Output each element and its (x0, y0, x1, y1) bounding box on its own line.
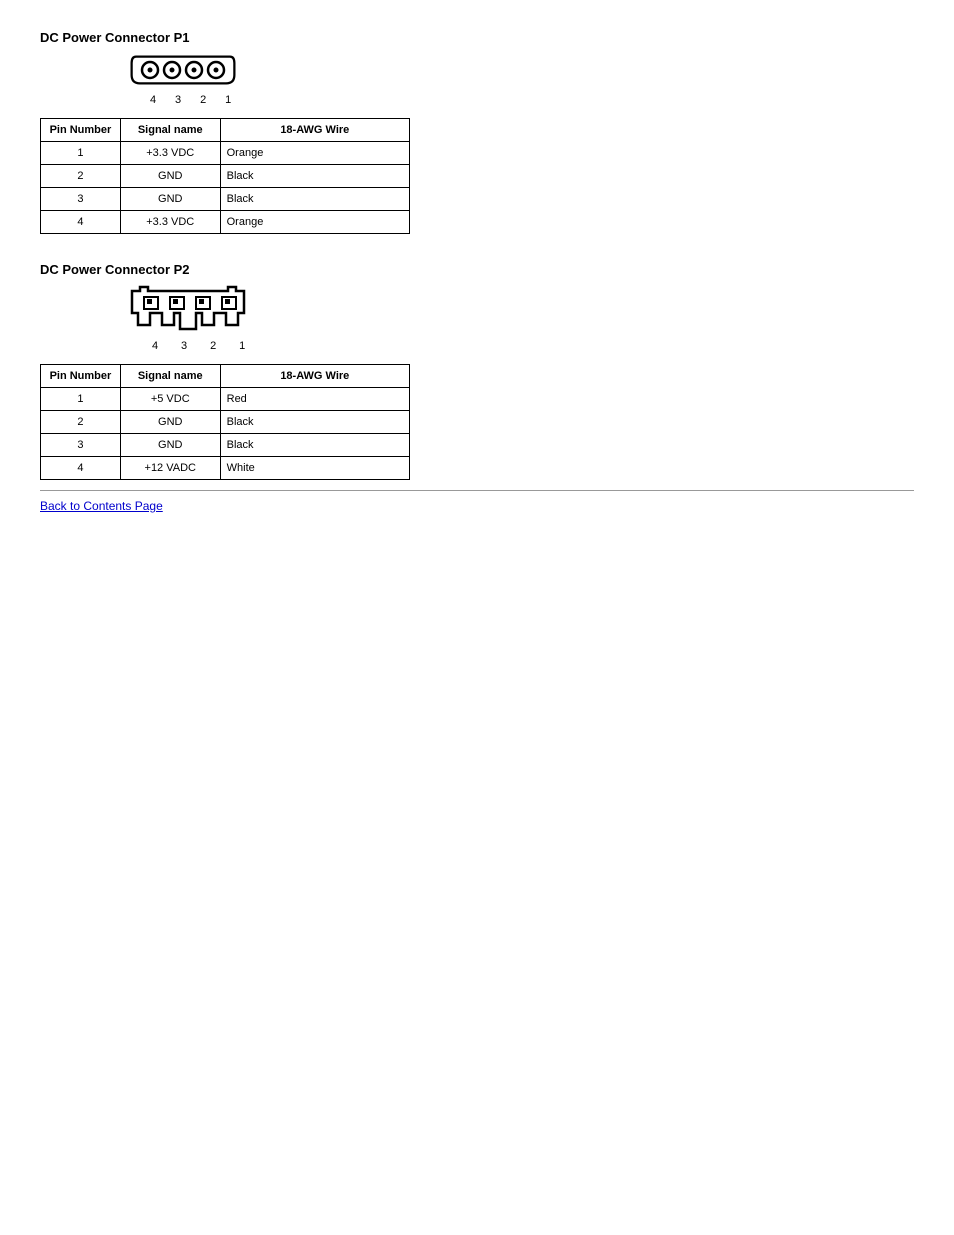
section-p1: DC Power Connector P1 4 3 2 1 (40, 30, 914, 234)
table-row: 1 +5 VDC Red (41, 388, 410, 411)
table-row: 4 +12 VADC White (41, 457, 410, 480)
p1-table: Pin Number Signal name 18-AWG Wire 1 +3.… (40, 118, 410, 234)
section-p2: DC Power Connector P2 4 3 2 1 (40, 262, 914, 480)
col-header-pin: Pin Number (41, 365, 121, 388)
table-row: 2 GND Black (41, 411, 410, 434)
table-row: 3 GND Black (41, 434, 410, 457)
col-header-signal: Signal name (120, 119, 220, 142)
table-row: 1 +3.3 VDC Orange (41, 142, 410, 165)
p2-diagram: 4 3 2 1 (130, 285, 914, 352)
table-header-row: Pin Number Signal name 18-AWG Wire (41, 119, 410, 142)
col-header-signal: Signal name (120, 365, 220, 388)
table-row: 3 GND Black (41, 188, 410, 211)
p1-pin-labels: 4 3 2 1 (142, 94, 914, 106)
table-row: 4 +3.3 VDC Orange (41, 211, 410, 234)
table-header-row: Pin Number Signal name 18-AWG Wire (41, 365, 410, 388)
p1-diagram: 4 3 2 1 (130, 53, 914, 106)
p2-title: DC Power Connector P2 (40, 262, 914, 277)
col-header-wire: 18-AWG Wire (220, 365, 409, 388)
p1-title: DC Power Connector P1 (40, 30, 914, 45)
col-header-wire: 18-AWG Wire (220, 119, 409, 142)
divider (40, 490, 914, 491)
p1-connector-svg (130, 53, 240, 87)
back-to-contents-link[interactable]: Back to Contents Page (40, 499, 163, 513)
table-row: 2 GND Black (41, 165, 410, 188)
p2-connector-svg (130, 285, 250, 333)
p2-table: Pin Number Signal name 18-AWG Wire 1 +5 … (40, 364, 410, 480)
p2-pin-labels: 4 3 2 1 (142, 340, 914, 352)
col-header-pin: Pin Number (41, 119, 121, 142)
